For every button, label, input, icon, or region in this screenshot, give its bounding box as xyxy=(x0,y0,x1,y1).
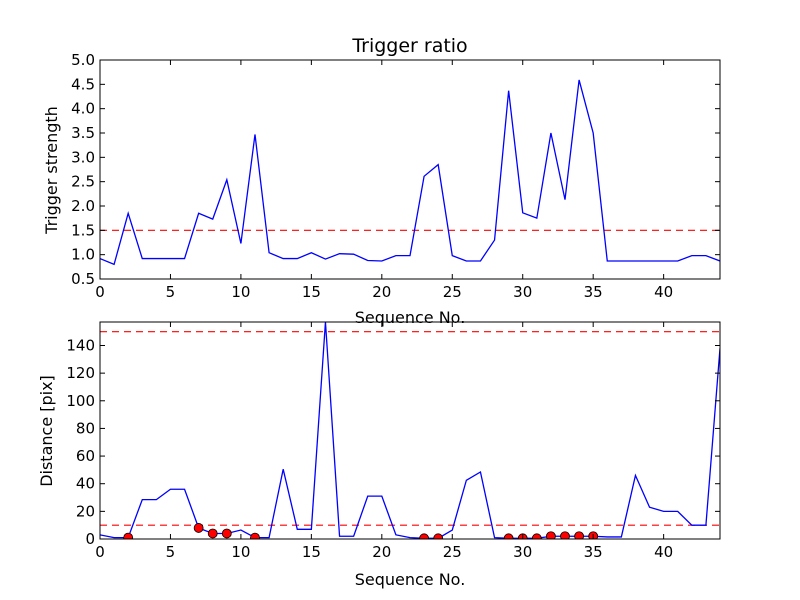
x-axis-label: Sequence No. xyxy=(355,570,466,589)
x-tick-label: 40 xyxy=(654,543,673,561)
x-tick-label: 35 xyxy=(584,543,603,561)
data-point xyxy=(207,528,218,539)
y-tick-label: 2.0 xyxy=(71,197,95,215)
y-tick-label: 80 xyxy=(76,419,95,437)
chart-title: Trigger ratio xyxy=(351,35,467,57)
x-tick-label: 5 xyxy=(166,283,176,301)
data-point xyxy=(560,531,570,539)
x-tick-label: 10 xyxy=(231,543,250,561)
series-line xyxy=(100,79,720,266)
data-point xyxy=(123,532,134,539)
x-tick-label: 10 xyxy=(231,283,250,301)
y-tick-label: 3.5 xyxy=(71,124,95,142)
data-point xyxy=(546,531,556,539)
x-tick-label: 15 xyxy=(302,283,321,301)
y-tick-label: 1.5 xyxy=(71,221,95,239)
x-tick-label: 5 xyxy=(166,543,176,561)
y-tick-label: 4.5 xyxy=(71,75,95,93)
data-point xyxy=(221,528,232,539)
y-tick-label: 5.0 xyxy=(71,51,95,69)
x-tick-label: 40 xyxy=(654,283,673,301)
axes: 0 5 10 15 20 25 30 35 40 0.5 1.0 1.5 2.0 2.5 3.0 3.5 4.0… xyxy=(71,51,720,301)
x-tick-label: 25 xyxy=(443,283,462,301)
y-axis-label: Trigger strength xyxy=(42,106,61,235)
x-tick-label: 30 xyxy=(513,543,532,561)
x-tick-label: 15 xyxy=(302,543,321,561)
data-point xyxy=(503,533,514,539)
chart-distance: 0 5 10 15 20 25 30 35 40 0 20 40 60 80 100 120 140 Seque… xyxy=(37,321,721,589)
data-point xyxy=(574,531,584,539)
x-tick-label: 35 xyxy=(584,283,603,301)
y-tick-label: 100 xyxy=(66,392,95,410)
x-tick-label: 20 xyxy=(372,543,391,561)
y-tick-label: 1.0 xyxy=(71,246,95,264)
x-tick-label: 30 xyxy=(513,283,532,301)
x-tick-label: 25 xyxy=(443,543,462,561)
y-tick-label: 140 xyxy=(66,336,95,354)
x-tick-label: 20 xyxy=(372,283,391,301)
data-point xyxy=(250,532,260,539)
y-tick-label: 60 xyxy=(76,447,95,465)
plot-area xyxy=(100,322,720,539)
x-tick-label: 0 xyxy=(95,543,105,561)
plot-area xyxy=(100,79,720,266)
series-line xyxy=(100,322,720,539)
y-tick-label: 40 xyxy=(76,475,95,493)
y-tick-label: 20 xyxy=(76,502,95,520)
y-axis-label: Distance [pix] xyxy=(37,375,56,487)
data-point xyxy=(419,533,429,539)
plot-frame xyxy=(99,321,721,540)
y-tick-label: 120 xyxy=(66,364,95,382)
x-tick-label: 0 xyxy=(95,283,105,301)
axes: 0 5 10 15 20 25 30 35 40 0 20 40 60 80 100 120 140 xyxy=(66,322,720,561)
y-tick-label: 3.0 xyxy=(71,148,95,166)
plot-frame xyxy=(99,59,721,280)
data-point xyxy=(433,533,444,539)
data-point xyxy=(193,523,204,533)
y-tick-label: 2.5 xyxy=(71,173,95,191)
x-axis-label: Sequence No. xyxy=(355,308,466,327)
data-point xyxy=(531,533,542,539)
y-tick-label: 4.0 xyxy=(71,100,95,118)
y-tick-label: 0 xyxy=(85,530,95,548)
y-tick-label: 0.5 xyxy=(71,270,95,288)
